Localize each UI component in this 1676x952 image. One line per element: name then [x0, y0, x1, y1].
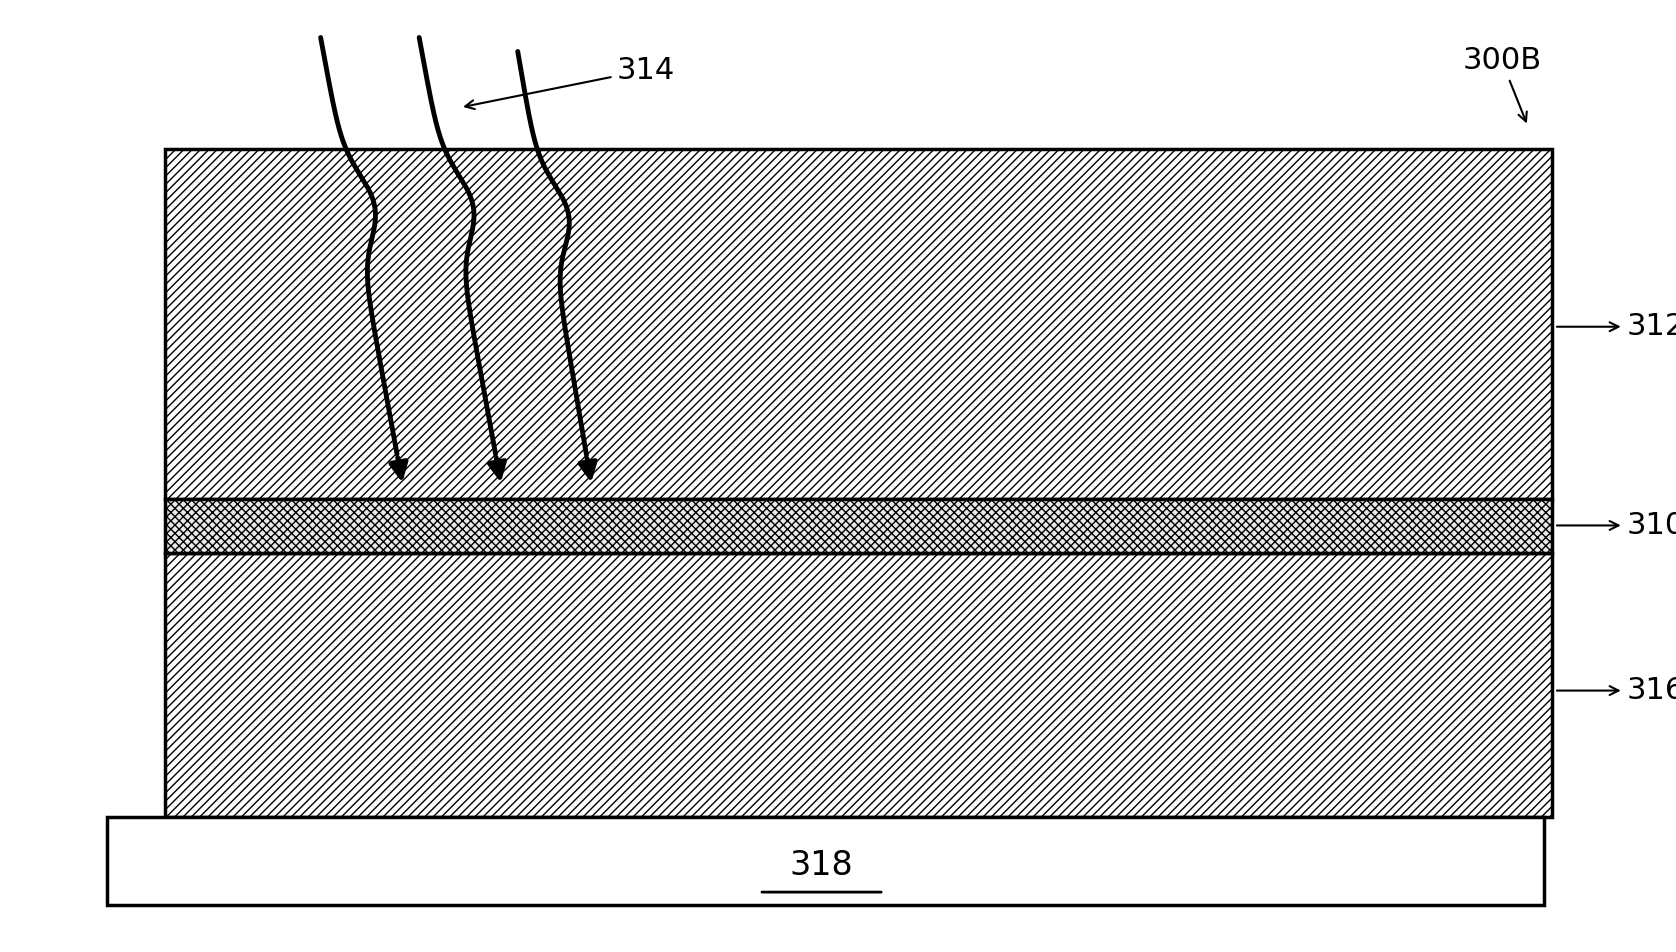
Text: 300B: 300B	[1461, 47, 1542, 122]
Text: 314: 314	[466, 55, 674, 109]
Bar	[164, 499, 1552, 552]
Text: 316: 316	[1557, 676, 1676, 705]
Text: 318: 318	[789, 849, 853, 883]
Bar	[164, 149, 1552, 499]
Text: 310: 310	[1557, 511, 1676, 540]
Bar	[164, 552, 1552, 817]
Text: 312: 312	[1557, 312, 1676, 341]
Bar	[107, 817, 1544, 905]
